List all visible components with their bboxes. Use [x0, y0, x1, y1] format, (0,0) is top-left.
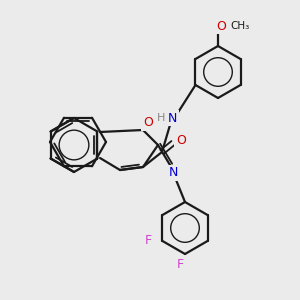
Text: F: F: [176, 257, 184, 271]
Text: F: F: [145, 235, 152, 248]
Text: H: H: [157, 113, 165, 123]
Text: O: O: [143, 116, 153, 130]
Text: O: O: [216, 20, 226, 32]
Text: O: O: [176, 134, 186, 148]
Text: CH₃: CH₃: [230, 21, 249, 31]
Text: N: N: [168, 167, 178, 179]
Text: N: N: [167, 112, 177, 124]
